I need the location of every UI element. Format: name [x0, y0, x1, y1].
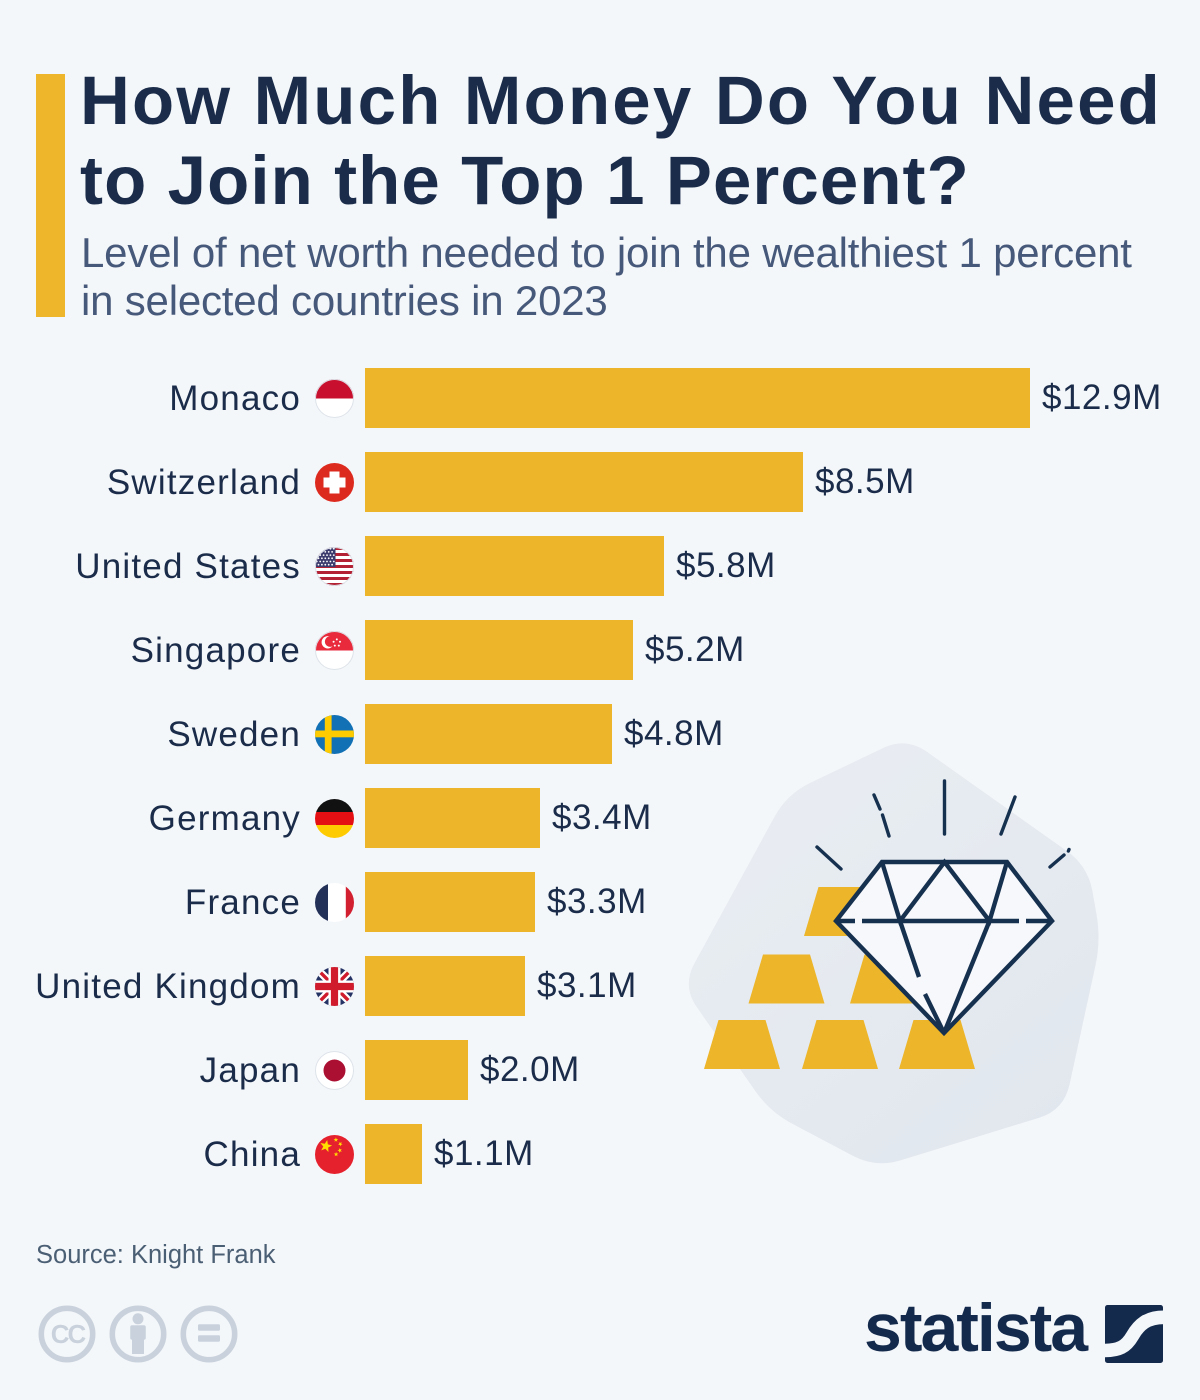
svg-text:CC: CC: [51, 1319, 87, 1349]
